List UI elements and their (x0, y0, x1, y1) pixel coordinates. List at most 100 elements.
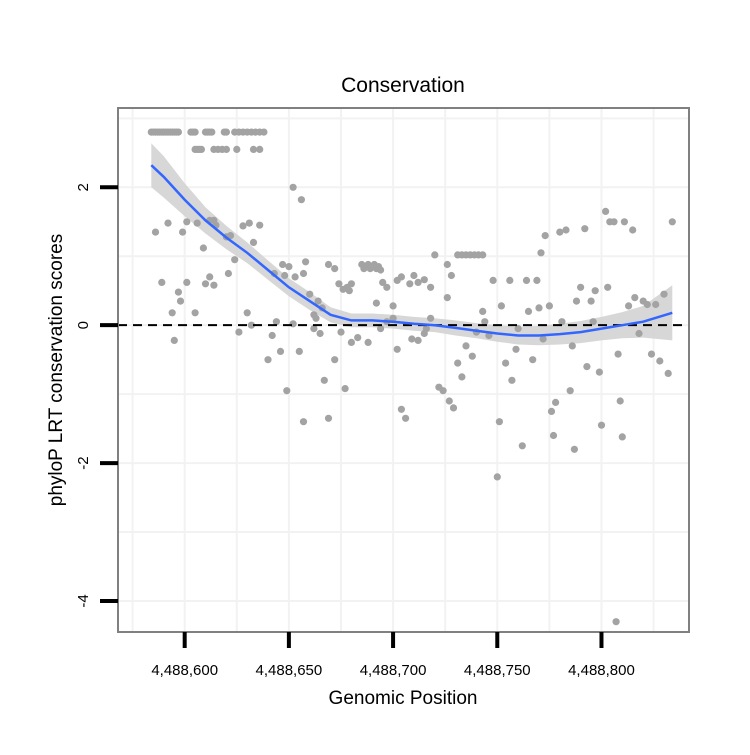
data-point (529, 356, 537, 364)
data-point (508, 376, 516, 384)
data-point (289, 183, 297, 191)
data-point (320, 376, 328, 384)
data-point (276, 347, 285, 355)
data-point (183, 278, 191, 286)
data-point (222, 145, 230, 153)
data-point (397, 273, 405, 281)
data-point (647, 350, 656, 358)
data-point (191, 309, 199, 317)
data-point (420, 276, 428, 284)
data-point (610, 218, 618, 226)
data-point (512, 345, 520, 353)
data-point (468, 352, 476, 360)
data-point (324, 414, 333, 422)
data-point (297, 196, 305, 204)
data-point (597, 421, 606, 429)
data-point (306, 290, 314, 298)
data-point (581, 225, 589, 233)
data-point (151, 228, 160, 236)
data-point (479, 307, 487, 315)
data-point (566, 387, 574, 395)
data-point (235, 328, 243, 336)
data-point (260, 128, 268, 136)
data-point (631, 294, 639, 302)
data-point (174, 128, 182, 136)
y-tick-label: -2 (75, 456, 92, 469)
data-point (660, 290, 668, 298)
data-point (545, 302, 554, 310)
data-point (449, 404, 458, 412)
data-point (556, 228, 564, 236)
data-point (281, 271, 289, 280)
data-point (176, 297, 185, 305)
data-point (341, 385, 349, 393)
data-point (239, 222, 247, 230)
data-point (264, 356, 272, 364)
data-point (502, 359, 510, 367)
data-point (249, 145, 258, 153)
data-point (295, 347, 303, 355)
data-point (389, 302, 397, 310)
data-point (201, 280, 210, 288)
data-point (558, 318, 566, 326)
chart-title: Conservation (341, 74, 465, 97)
data-point (393, 345, 401, 353)
data-point (443, 294, 451, 302)
data-point (620, 218, 629, 226)
data-point (337, 328, 345, 336)
smooth-trend-line (150, 164, 673, 337)
data-point (652, 300, 660, 309)
data-point (210, 281, 218, 289)
data-point (183, 218, 191, 226)
data-point (331, 356, 339, 364)
data-point (302, 258, 310, 266)
data-point (408, 335, 416, 343)
data-point (410, 271, 418, 280)
data-point (589, 318, 597, 326)
data-point (226, 232, 235, 240)
data-point (224, 269, 232, 278)
data-point (539, 335, 547, 343)
data-point (612, 618, 620, 626)
data-point (514, 325, 522, 333)
data-point (389, 314, 397, 322)
data-point (291, 273, 299, 281)
data-points (147, 128, 676, 626)
data-point (572, 297, 581, 305)
data-point (656, 357, 664, 365)
y-tick-label: 2 (75, 183, 92, 191)
x-tick-label: 4,488,800 (568, 662, 635, 679)
data-point (643, 300, 651, 309)
data-point (379, 278, 387, 286)
data-point (533, 276, 541, 284)
data-point (170, 336, 178, 344)
data-point (537, 249, 545, 257)
x-axis: 4,488,600 4,488,650 4,488,700 4,488,750 4,48… (151, 632, 635, 679)
data-point (618, 433, 626, 441)
data-point (577, 283, 585, 291)
x-axis-label: Genomic Position (329, 688, 478, 709)
data-point (439, 387, 447, 395)
data-point (208, 128, 216, 136)
x-tick-label: 4,488,650 (256, 662, 323, 679)
x-tick-label: 4,488,600 (151, 662, 218, 679)
data-point (268, 331, 276, 340)
data-point (364, 338, 372, 346)
data-point (462, 342, 470, 350)
data-point (377, 266, 385, 274)
data-point (414, 336, 422, 344)
data-point (495, 418, 503, 426)
data-point (493, 473, 501, 481)
data-point (445, 397, 453, 405)
data-point (595, 368, 604, 376)
data-point (431, 251, 439, 259)
y-tick-label: -4 (75, 594, 92, 607)
data-point (397, 405, 405, 413)
data-point (193, 219, 201, 227)
data-point (602, 207, 610, 215)
data-point (497, 302, 505, 310)
data-point (197, 145, 205, 153)
data-point (447, 271, 455, 280)
data-point (427, 283, 435, 291)
